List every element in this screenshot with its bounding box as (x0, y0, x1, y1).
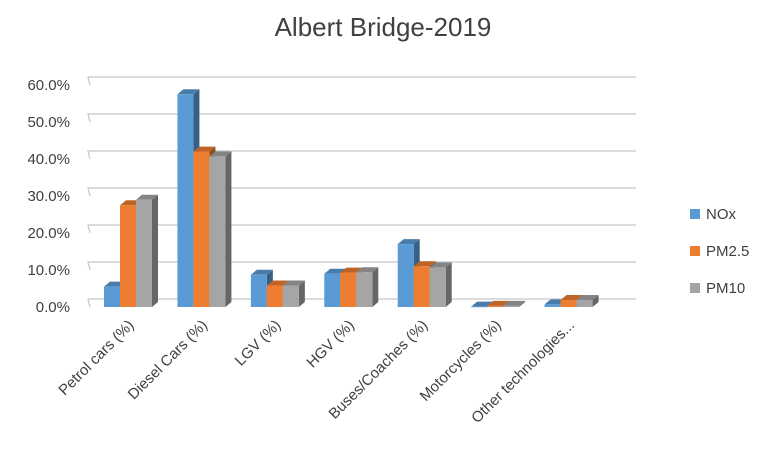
bar-front (266, 285, 283, 307)
bar-side (152, 194, 158, 307)
gridline (87, 113, 636, 123)
x-axis-ticks: Petrol cars (%)Diesel Cars (%) LGV (%) HGV… (55, 317, 578, 427)
legend-label: NOx (706, 206, 737, 223)
bar-top (193, 146, 216, 152)
y-tick-label: 30.0% (27, 188, 70, 205)
bar (136, 194, 158, 307)
bar (356, 267, 379, 307)
legend-swatch (690, 283, 700, 293)
bar-front (120, 205, 136, 307)
bar-top (487, 300, 510, 306)
bar-side (519, 300, 526, 307)
bar-top (177, 89, 200, 95)
gridline (87, 187, 636, 197)
bar-front (209, 156, 226, 307)
y-tick-label: 0.0% (36, 299, 70, 316)
bar-front (413, 266, 430, 307)
bar-front (487, 305, 504, 307)
bar-front (471, 306, 488, 308)
bar-front (576, 299, 593, 307)
x-tick-label: Petrol cars (%) (55, 317, 137, 399)
bar (209, 151, 232, 307)
bar-front (104, 286, 120, 307)
bar-top (503, 300, 526, 306)
gridlines (87, 76, 636, 308)
bars (104, 89, 599, 308)
bar-top (209, 151, 232, 157)
bar-side (225, 151, 232, 307)
gridline (87, 76, 636, 86)
legend-swatch (690, 246, 700, 256)
gridline (87, 224, 636, 234)
x-tick-label: LGV (%) (232, 317, 285, 370)
bar-side (298, 280, 305, 307)
bar-side (592, 294, 599, 307)
y-tick-label: 20.0% (27, 225, 70, 242)
bar-front (177, 94, 194, 307)
bar-top (471, 301, 494, 307)
bar-top (576, 294, 599, 300)
legend-item: PM2.5 (690, 243, 749, 260)
bar (282, 280, 305, 307)
gridline (87, 261, 636, 271)
bar-front (429, 267, 446, 307)
x-tick-label: Diesel Cars (%) (125, 317, 211, 403)
bar-top (340, 267, 363, 273)
bar-top (250, 269, 273, 275)
chart-title: Albert Bridge-2019 (275, 12, 492, 42)
legend-item: NOx (690, 206, 737, 223)
bar (576, 294, 599, 307)
bar-side (372, 267, 379, 307)
bar-front (282, 285, 299, 307)
bar-top (282, 280, 305, 286)
bar-top (266, 280, 289, 286)
bar-front (324, 273, 341, 307)
bar-front (560, 299, 577, 307)
legend-label: PM10 (706, 280, 745, 297)
bar-front (356, 272, 373, 307)
bar-top (429, 262, 452, 268)
bar-top (136, 194, 158, 200)
bar-top (560, 294, 583, 300)
gridline (87, 298, 636, 308)
legend: NOx PM2.5 PM10 (690, 206, 749, 297)
bar-top (397, 239, 420, 245)
bar-top (356, 267, 379, 273)
bar-front (193, 151, 210, 307)
y-tick-label: 10.0% (27, 262, 70, 279)
bar-front (503, 305, 520, 307)
bar-front (544, 304, 561, 307)
bar (503, 300, 526, 307)
bar-front (397, 244, 414, 307)
y-tick-label: 60.0% (27, 77, 70, 94)
bar-side (445, 262, 452, 307)
bar-front (340, 272, 357, 307)
bar (429, 262, 452, 307)
legend-swatch (690, 209, 700, 219)
gridline (87, 150, 636, 160)
bar-front (136, 199, 152, 307)
bar-top (413, 261, 436, 267)
y-axis-ticks: 0.0% 10.0% 20.0% 30.0% 40.0% 50.0% 60.0% (27, 77, 70, 316)
x-tick-label: HGV (%) (303, 317, 357, 371)
bar-front (250, 274, 267, 307)
y-tick-label: 40.0% (27, 151, 70, 168)
y-tick-label: 50.0% (27, 114, 70, 131)
legend-label: PM2.5 (706, 243, 749, 260)
legend-item: PM10 (690, 280, 745, 297)
